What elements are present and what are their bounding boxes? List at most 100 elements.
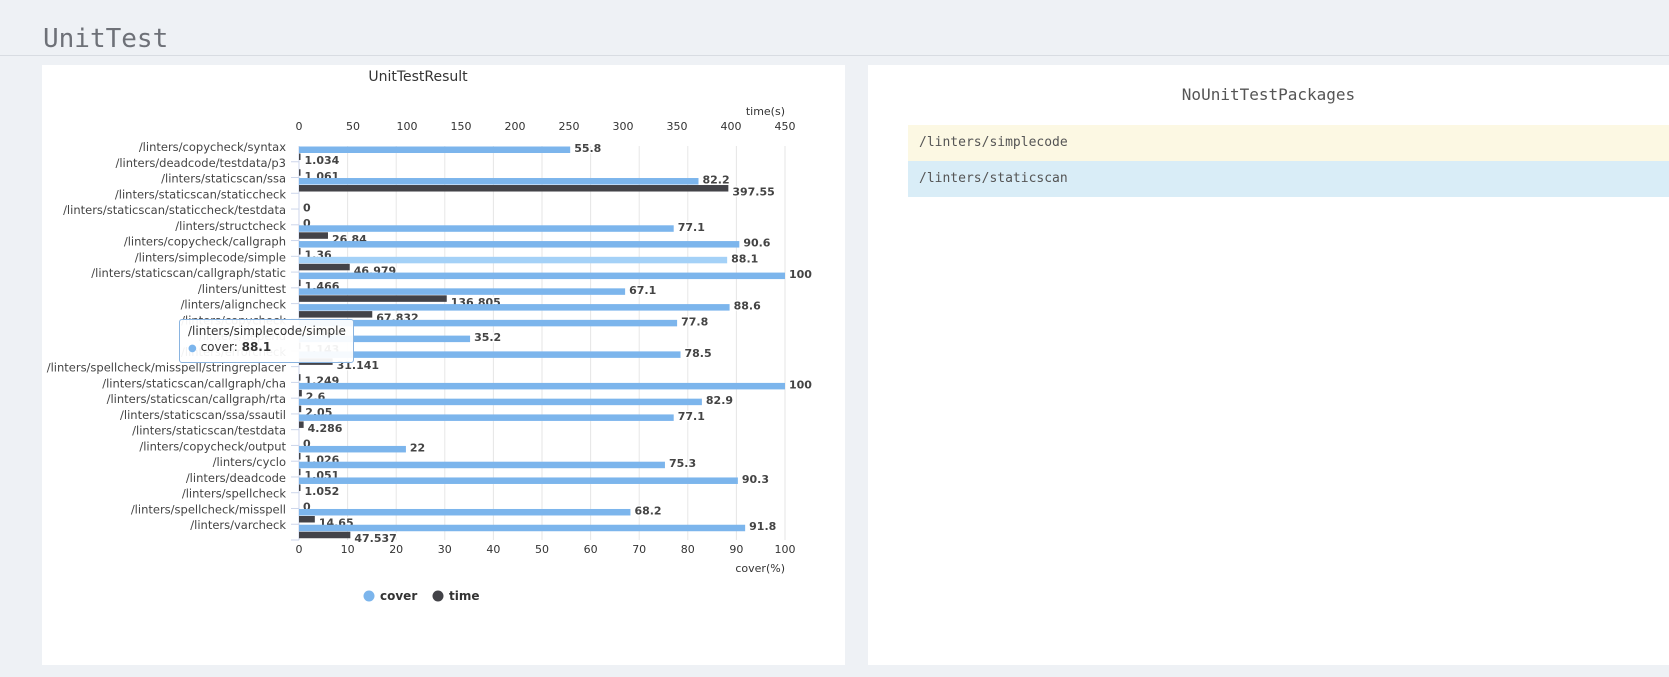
package-row[interactable]: /linters/simplecode <box>908 125 1669 161</box>
category-label: /linters/copycheck/output <box>139 439 286 453</box>
tooltip-title: /linters/simplecode/simple <box>188 324 346 338</box>
time-bar <box>299 421 304 428</box>
time-value-label: 397.55 <box>732 186 774 199</box>
cover-tick-label: 50 <box>535 543 549 556</box>
time-bar <box>299 374 301 381</box>
title-divider <box>0 55 1669 56</box>
time-bar <box>299 295 447 302</box>
category-label: /linters/spellcheck/misspell/stringrepla… <box>47 361 287 375</box>
cover-tick-label: 80 <box>681 543 695 556</box>
cover-value-label: 100 <box>789 268 812 281</box>
category-label: /linters/deadcode <box>186 471 286 485</box>
cover-bar <box>299 225 674 232</box>
time-bar <box>299 311 373 318</box>
time-bar <box>299 279 301 287</box>
cover-value-label: 77.1 <box>678 410 705 423</box>
cover-bar <box>299 335 471 343</box>
legend-cover-icon <box>363 590 375 602</box>
time-tick-label: 250 <box>559 120 580 133</box>
cover-tick-label: 40 <box>486 543 500 556</box>
packages-title: NoUnitTestPackages <box>1181 85 1356 104</box>
time-value-label: 0 <box>303 201 311 214</box>
legend-time-icon <box>432 590 444 602</box>
category-label: /linters/deadcode/testdata/p3 <box>115 156 286 170</box>
packages-list: /linters/simplecode /linters/staticscan <box>908 125 1669 197</box>
cover-value-label: 82.2 <box>702 174 729 187</box>
time-value-label: 0 <box>303 438 311 451</box>
cover-bar <box>299 256 728 264</box>
cover-bar <box>299 461 665 469</box>
category-label: /linters/staticscan/staticcheck/testdata <box>63 203 286 217</box>
cover-value-label: 77.8 <box>681 315 708 328</box>
no-unit-test-packages-panel: NoUnitTestPackages /linters/simplecode /… <box>868 65 1669 665</box>
time-value-label: 0 <box>303 217 311 230</box>
time-tick-label: 100 <box>397 120 418 133</box>
category-label: /linters/staticscan/callgraph/static <box>91 266 286 280</box>
category-label: /linters/staticscan/ssa/ssautil <box>120 408 286 422</box>
time-axis-title: time(s) <box>746 105 785 118</box>
category-label: /linters/staticscan/callgraph/cha <box>102 376 286 390</box>
cover-value-label: 55.8 <box>574 142 601 155</box>
time-bar <box>299 531 351 539</box>
cover-value-label: 100 <box>789 378 812 391</box>
time-bar <box>299 248 301 255</box>
cover-tick-label: 20 <box>389 543 403 556</box>
tooltip-series-label: cover: <box>200 340 238 354</box>
category-label: /linters/cyclo <box>213 455 286 469</box>
cover-tick-label: 10 <box>341 543 355 556</box>
time-value-label: 4.286 <box>308 422 343 435</box>
package-row[interactable]: /linters/staticscan <box>908 161 1669 197</box>
cover-value-label: 90.3 <box>742 473 769 486</box>
category-label: /linters/staticscan/callgraph/rta <box>107 392 286 406</box>
time-bar <box>299 452 301 460</box>
time-bar <box>299 232 328 239</box>
cover-value-label: 88.1 <box>731 252 758 265</box>
legend-cover-label: cover <box>380 589 417 603</box>
cover-value-label: 22 <box>410 441 425 454</box>
chart-tooltip: /linters/simplecode/simple ● cover: 88.1 <box>179 319 354 363</box>
tooltip-value: 88.1 <box>241 340 272 354</box>
category-label: /linters/copycheck/syntax <box>139 140 286 154</box>
cover-bar <box>299 382 785 390</box>
time-bar <box>299 484 301 491</box>
category-label: /linters/spellcheck/misspell <box>131 502 286 516</box>
cover-bar <box>299 319 678 327</box>
tooltip-row: ● cover: 88.1 <box>188 340 345 354</box>
cover-bar <box>299 398 702 406</box>
category-label: /linters/unittest <box>198 282 287 296</box>
category-label: /linters/aligncheck <box>181 298 287 312</box>
legend-time-label: time <box>449 589 480 603</box>
cover-bar <box>299 272 785 280</box>
category-label: /linters/copycheck/callgraph <box>124 235 286 249</box>
cover-tick-label: 60 <box>584 543 598 556</box>
cover-bar <box>299 351 681 358</box>
category-label: /linters/spellcheck <box>182 487 286 501</box>
time-tick-label: 150 <box>451 120 472 133</box>
time-bar <box>299 515 315 523</box>
cover-bar <box>299 146 571 153</box>
category-label: /linters/varcheck <box>190 518 286 532</box>
cover-value-label: 35.2 <box>474 331 501 344</box>
time-bar <box>299 405 302 413</box>
time-value-label: 1.052 <box>305 485 340 498</box>
time-bar <box>299 169 301 176</box>
time-value-label: 0 <box>303 501 311 514</box>
time-tick-label: 400 <box>721 120 742 133</box>
time-bar <box>299 468 301 476</box>
cover-axis-title: cover(%) <box>735 562 785 575</box>
cover-tick-label: 100 <box>775 543 796 556</box>
cover-value-label: 67.1 <box>629 284 656 297</box>
cover-tick-label: 30 <box>438 543 452 556</box>
cover-bar <box>299 241 740 248</box>
time-bar <box>299 185 729 192</box>
time-tick-label: 450 <box>775 120 796 133</box>
chart-title: UnitTestResult <box>368 69 468 85</box>
cover-value-label: 78.5 <box>685 347 712 360</box>
time-bar <box>299 153 301 160</box>
cover-bar <box>299 304 730 311</box>
time-tick-label: 350 <box>667 120 688 133</box>
time-value-label: 47.537 <box>354 532 396 545</box>
unit-test-result-panel: UnitTestResult time(s) 0 50 100 150 200 250 300 3… <box>42 65 845 665</box>
category-label: /linters/simplecode/simple <box>135 250 286 264</box>
